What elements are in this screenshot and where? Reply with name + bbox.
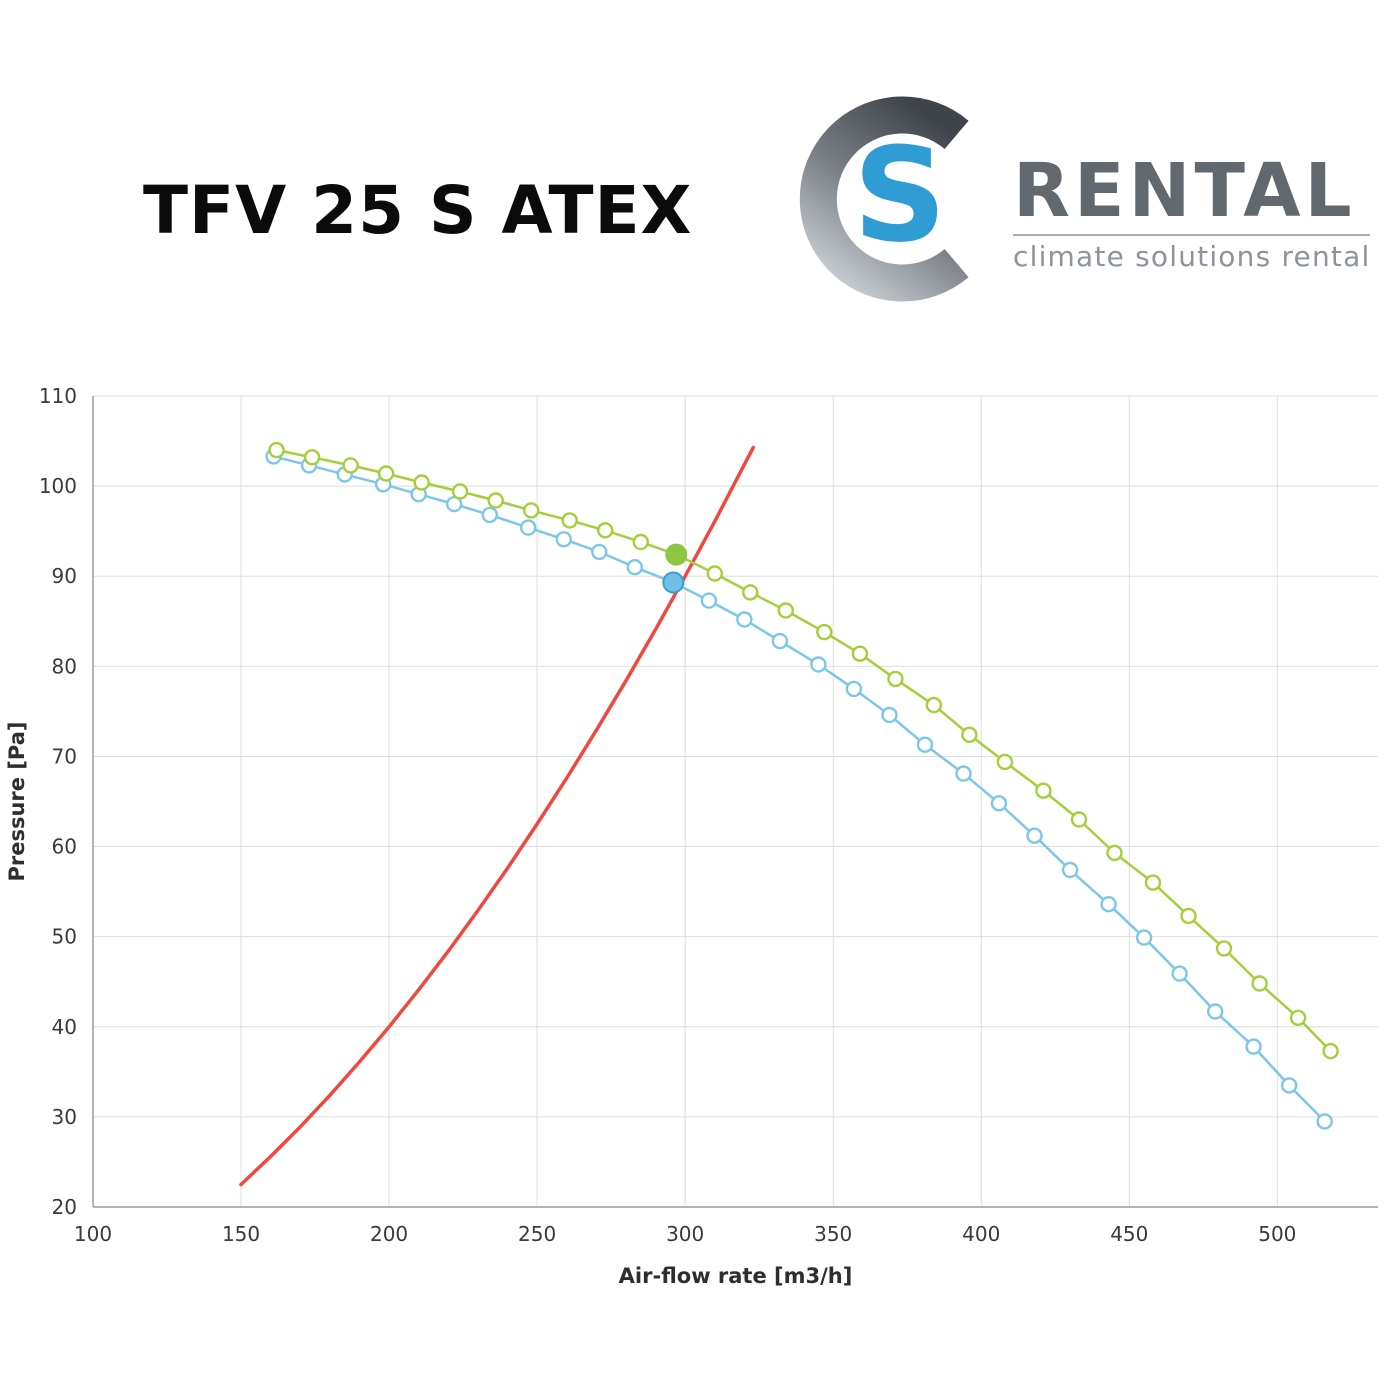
svg-text:400: 400 — [962, 1222, 1000, 1246]
data-point-marker — [1106, 844, 1123, 862]
company-logo: S RENTAL climate solutions rental — [793, 90, 1371, 308]
svg-text:40: 40 — [52, 1015, 77, 1039]
data-point-marker — [1070, 811, 1088, 828]
data-point-marker — [523, 502, 540, 519]
data-point-marker — [377, 465, 395, 482]
data-point-marker — [845, 680, 863, 698]
data-point-marker — [342, 457, 359, 474]
page-title: TFV 25 S ATEX — [143, 172, 693, 249]
data-point-marker — [1215, 940, 1233, 957]
data-point-marker — [881, 706, 898, 724]
data-point-marker — [1171, 965, 1188, 982]
svg-text:100: 100 — [74, 1222, 112, 1246]
logo-s-letter: S — [853, 119, 947, 271]
logo-brand-name: RENTAL — [1013, 147, 1356, 234]
data-point-marker — [1245, 1038, 1262, 1055]
data-point-marker — [887, 670, 904, 688]
data-point-marker — [1289, 1009, 1307, 1026]
operating-point — [665, 543, 688, 566]
data-point-marker — [632, 533, 649, 551]
svg-text:110: 110 — [39, 384, 77, 408]
data-point-marker — [706, 565, 723, 582]
data-point-marker — [961, 726, 978, 743]
data-point-marker — [955, 765, 972, 782]
data-point-marker — [1322, 1042, 1339, 1060]
svg-text:500: 500 — [1258, 1222, 1296, 1246]
data-point-marker — [996, 753, 1014, 771]
data-point-marker — [303, 449, 321, 466]
data-point-marker — [555, 531, 572, 548]
svg-text:250: 250 — [518, 1222, 556, 1246]
data-point-marker — [990, 795, 1008, 812]
data-point-marker — [413, 474, 430, 491]
data-point-marker — [771, 632, 789, 650]
data-point-marker — [1035, 782, 1052, 799]
svg-text:60: 60 — [52, 835, 77, 859]
data-point-marker — [1206, 1003, 1224, 1020]
logo-c-ring-icon — [799, 96, 969, 302]
data-point-marker — [626, 558, 643, 576]
chart-container: 100 150 200 250 300 350 400 450 500 20 30 40 50 60 70 8… — [0, 370, 1400, 1310]
data-point-marker — [742, 584, 759, 601]
svg-text:200: 200 — [370, 1222, 408, 1246]
logo-divider — [1013, 233, 1371, 236]
data-point-marker — [1316, 1113, 1333, 1130]
data-point-marker — [925, 696, 943, 714]
data-point-marker — [1280, 1077, 1298, 1094]
data-point-marker — [1135, 929, 1153, 946]
data-point-marker — [1251, 975, 1268, 992]
data-point-marker — [268, 441, 285, 459]
data-point-marker — [810, 656, 827, 673]
series-system-resistance-curve — [239, 445, 756, 1187]
svg-text:350: 350 — [814, 1222, 852, 1246]
data-point-marker — [451, 483, 469, 500]
data-point-marker — [1026, 827, 1043, 844]
svg-text:450: 450 — [1110, 1222, 1148, 1246]
data-point-marker — [700, 592, 718, 609]
data-point-marker — [736, 611, 753, 628]
data-point-marker — [487, 492, 504, 509]
operating-point — [662, 571, 685, 594]
data-point-marker — [481, 506, 498, 524]
data-point-marker — [561, 512, 578, 529]
data-point-marker — [777, 602, 794, 619]
logo-tagline: climate solutions rental — [1013, 239, 1371, 273]
data-point-marker — [1100, 896, 1117, 913]
data-point-marker — [597, 522, 614, 539]
data-point-marker — [816, 623, 833, 641]
data-point-marker — [520, 519, 537, 536]
svg-text:100: 100 — [39, 474, 77, 498]
y-axis-label: Pressure [Pa] — [5, 721, 29, 881]
data-point-marker — [851, 645, 869, 662]
svg-text:20: 20 — [52, 1195, 77, 1219]
x-axis-label: Air-flow rate [m3/h] — [619, 1264, 853, 1288]
data-point-marker — [1180, 907, 1197, 925]
svg-text:50: 50 — [52, 925, 77, 949]
tick-labels: 100 150 200 250 300 350 400 450 500 20 30 40 50 60 70 8… — [39, 384, 1297, 1246]
data-point-marker — [1061, 861, 1079, 879]
svg-text:300: 300 — [666, 1222, 704, 1246]
data-point-marker — [1144, 874, 1162, 891]
svg-text:90: 90 — [52, 564, 77, 588]
logo-mark: S — [793, 90, 1011, 308]
svg-text:70: 70 — [52, 744, 77, 768]
svg-text:80: 80 — [52, 654, 77, 678]
header: TFV 25 S ATEX S RENTAL — [0, 0, 1400, 370]
svg-text:150: 150 — [222, 1222, 260, 1246]
fan-performance-chart: 100 150 200 250 300 350 400 450 500 20 30 40 50 60 70 8… — [5, 384, 1378, 1288]
svg-text:30: 30 — [52, 1105, 77, 1129]
logo-text: RENTAL climate solutions rental — [1013, 147, 1371, 273]
chart-grid — [92, 395, 1378, 1208]
data-point-marker — [591, 543, 608, 561]
data-point-marker — [916, 736, 934, 753]
